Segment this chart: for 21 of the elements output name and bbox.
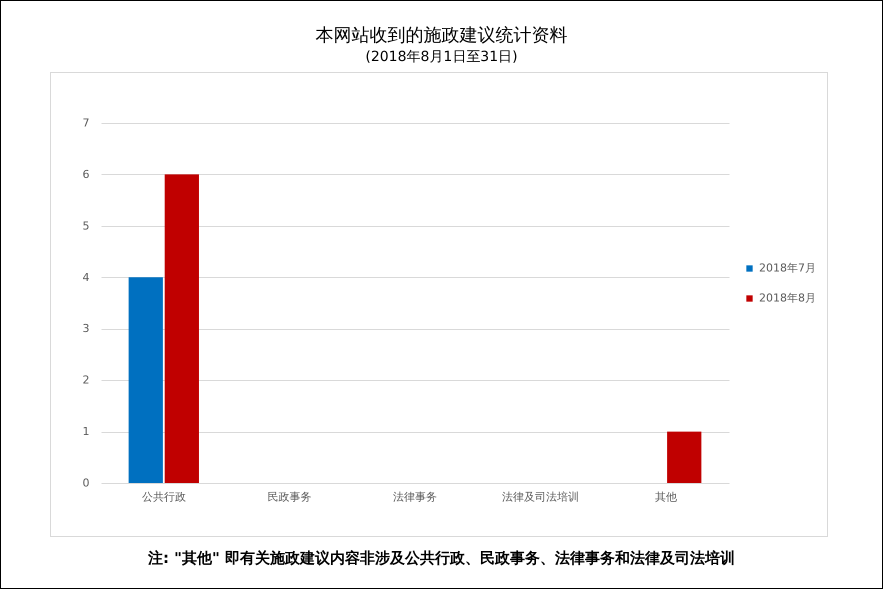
- bar: [164, 174, 199, 483]
- y-tick-label: 5: [82, 219, 90, 232]
- chart-subtitle: (2018年8月1日至31日): [364, 48, 519, 66]
- x-tick-label: 其他: [655, 490, 678, 504]
- y-tick-label: 1: [82, 425, 90, 438]
- y-tick-label: 7: [82, 116, 90, 130]
- bar: [128, 277, 163, 483]
- x-tick-label: 法律及司法培训: [502, 490, 580, 504]
- text: 注: "其他" 即有关施政建议内容非涉及公共行政、民政事务、法律事务和法律及司法培训: [146, 549, 736, 568]
- y-tick-label: 0: [82, 476, 90, 490]
- y-tick-label: 3: [82, 322, 90, 336]
- bar: [667, 432, 702, 483]
- y-tick-label: 4: [82, 270, 90, 284]
- x-tick-label: 公共行政: [142, 490, 186, 504]
- y-tick-label: 6: [82, 168, 90, 181]
- legend-label: 2018年8月: [759, 292, 816, 304]
- x-tick-label: 民政事务: [267, 490, 312, 504]
- y-tick-label: 2: [82, 374, 90, 387]
- chart-title: 本网站收到的施政建议统计资料: [314, 24, 568, 47]
- legend-label: 2018年7月: [759, 262, 816, 274]
- x-tick-label: 法律事务: [393, 490, 437, 504]
